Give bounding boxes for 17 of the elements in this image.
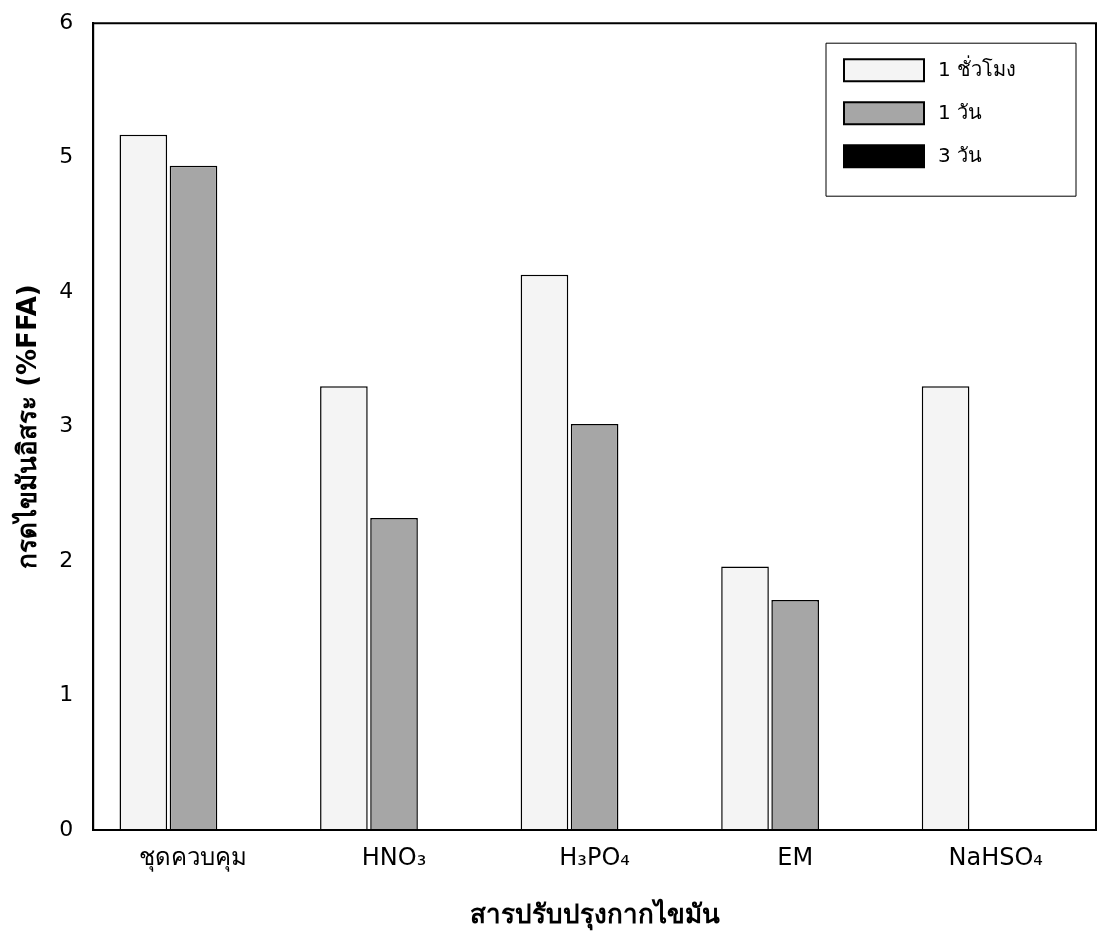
y-tick-label: 2 xyxy=(59,546,74,572)
y-tick-label: 1 xyxy=(59,681,74,707)
x-tick-label: HNO₃ xyxy=(361,842,427,871)
x-tick-label: ชุดควบคุม xyxy=(139,842,248,872)
x-tick-label: NaHSO₄ xyxy=(948,842,1043,871)
x-tick-label: H₃PO₄ xyxy=(559,842,630,871)
legend-label: 1 วัน xyxy=(938,100,983,125)
y-tick-label: 3 xyxy=(59,412,74,438)
y-tick-label: 6 xyxy=(59,8,74,34)
x-tick-label: EM xyxy=(777,842,814,871)
y-tick-label: 5 xyxy=(59,143,74,169)
x-axis-title: สารปรับปรุงกากไขมัน xyxy=(469,898,720,932)
legend-label: 3 วัน xyxy=(938,143,983,168)
y-tick-label: 0 xyxy=(59,815,74,841)
y-tick-label: 4 xyxy=(59,277,74,303)
legend-label: 1 ชั่วโมง xyxy=(938,55,1017,82)
y-axis-title: กรดไขมันอิสระ (%FFA) xyxy=(11,284,43,569)
